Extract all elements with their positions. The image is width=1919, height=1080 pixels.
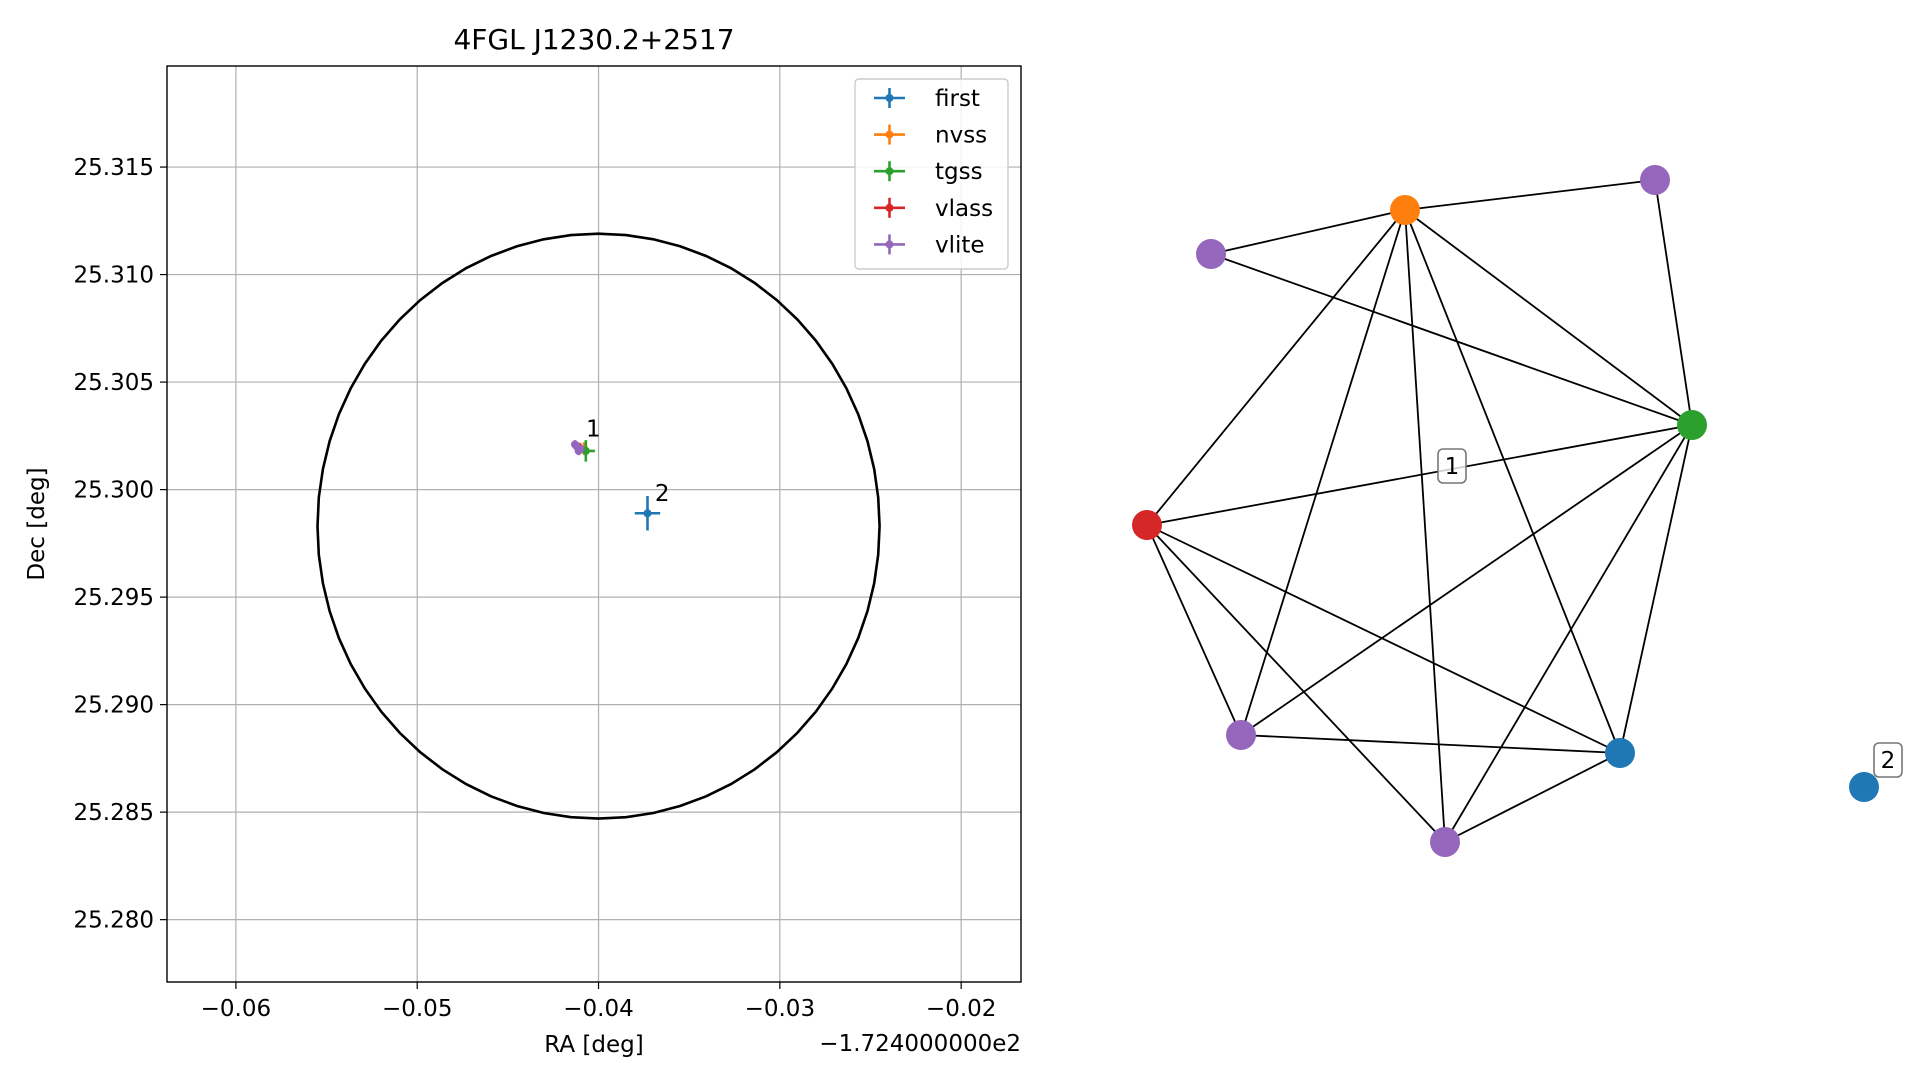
y-tick-label: 25.305 bbox=[74, 370, 154, 396]
axis-ticks-layer: −0.06 −0.05 −0.04 −0.03 −0.02 25.280 25.285 25.… bbox=[74, 155, 997, 1022]
legend-marker-dot bbox=[885, 240, 894, 249]
graph-edge bbox=[1444, 424, 1693, 843]
localization-circle bbox=[316, 232, 881, 820]
cluster-label-box bbox=[1873, 742, 1903, 778]
graph-edge bbox=[1210, 209, 1406, 255]
data-point-vlite bbox=[576, 444, 585, 454]
graph-edge bbox=[1654, 179, 1693, 426]
cluster-label: 2 bbox=[1873, 742, 1903, 778]
graph-node bbox=[1132, 510, 1162, 540]
graph-node bbox=[1677, 410, 1707, 440]
legend-item-nvss: nvss bbox=[874, 123, 987, 149]
legend-label: vlass bbox=[935, 196, 993, 222]
cluster-label-text: 2 bbox=[1881, 748, 1896, 774]
graph-node bbox=[1605, 738, 1635, 768]
point-annotation: 2 bbox=[655, 481, 670, 507]
legend-item-vlite: vlite bbox=[874, 232, 985, 258]
x-axis-offset-text: −1.724000000e2 bbox=[819, 1031, 1021, 1057]
legend-item-tgss: tgss bbox=[874, 159, 983, 185]
graph-node bbox=[1196, 239, 1226, 269]
graph-edge bbox=[1210, 253, 1693, 426]
graph-edge bbox=[1146, 524, 1446, 843]
cluster-label-text: 1 bbox=[1445, 454, 1460, 480]
x-tick-label: −0.03 bbox=[745, 996, 815, 1022]
grid-lines bbox=[167, 66, 1021, 982]
cluster-label-box bbox=[1437, 448, 1467, 484]
cluster-labels-layer: 12 bbox=[1437, 448, 1903, 778]
graph-edge bbox=[1404, 179, 1656, 211]
cluster-label: 1 bbox=[1437, 448, 1467, 484]
graph-node bbox=[1849, 772, 1879, 802]
y-tick-label: 25.310 bbox=[74, 263, 154, 289]
graph-edge bbox=[1444, 752, 1621, 843]
y-tick-label: 25.280 bbox=[74, 908, 154, 934]
legend: first nvss tgss vlass vlite bbox=[854, 78, 1009, 270]
legend-frame bbox=[854, 78, 1009, 270]
y-axis-label: Dec [deg] bbox=[24, 467, 50, 580]
graph-edge bbox=[1619, 424, 1693, 754]
graph-edge bbox=[1240, 424, 1693, 736]
graph-edge bbox=[1146, 524, 1621, 754]
legend-label: tgss bbox=[935, 159, 983, 185]
data-points-layer bbox=[570, 440, 661, 531]
graph-edge bbox=[1404, 209, 1446, 843]
sky-position-plot: 12 −0.06 −0.05 −0.04 −0.03 −0.0225.28025.285… bbox=[24, 23, 1022, 1058]
graph-edge bbox=[1404, 209, 1621, 754]
graph-nodes-layer bbox=[1132, 165, 1879, 857]
legend-items: first nvss tgss vlass vlite bbox=[874, 86, 993, 258]
chart-title: 4FGL J1230.2+2517 bbox=[453, 23, 734, 56]
legend-marker-dot bbox=[885, 167, 894, 176]
data-point-first bbox=[634, 496, 661, 531]
plot-frame bbox=[166, 65, 1022, 983]
x-tick-label: −0.02 bbox=[926, 996, 996, 1022]
graph-node bbox=[1390, 195, 1420, 225]
x-tick-label: −0.04 bbox=[563, 996, 633, 1022]
x-tick-label: −0.05 bbox=[382, 996, 452, 1022]
y-tick-label: 25.285 bbox=[74, 800, 154, 826]
association-graph: 12 bbox=[1132, 165, 1903, 857]
graph-edge bbox=[1146, 424, 1693, 526]
graph-node bbox=[1226, 720, 1256, 750]
point-marker bbox=[576, 444, 585, 453]
legend-label: first bbox=[935, 86, 980, 112]
localization-circle-layer bbox=[316, 232, 881, 820]
graph-edge bbox=[1146, 209, 1406, 526]
graph-edges-layer bbox=[1146, 179, 1693, 843]
y-tick-label: 25.290 bbox=[74, 693, 154, 719]
legend-marker-dot bbox=[885, 203, 894, 212]
point-marker bbox=[643, 509, 652, 518]
legend-marker-dot bbox=[885, 130, 894, 139]
legend-item-vlass: vlass bbox=[874, 196, 993, 222]
graph-edge bbox=[1404, 209, 1693, 426]
graph-node bbox=[1430, 827, 1460, 857]
point-annotation: 1 bbox=[586, 416, 601, 442]
graph-edge bbox=[1146, 524, 1242, 736]
y-tick-label: 25.315 bbox=[74, 155, 154, 181]
graph-edge bbox=[1240, 734, 1621, 754]
legend-label: nvss bbox=[935, 123, 987, 149]
graph-edge bbox=[1240, 209, 1406, 736]
point-annotations-layer: 12 bbox=[586, 416, 670, 507]
graph-node bbox=[1640, 165, 1670, 195]
legend-item-first: first bbox=[874, 86, 980, 112]
legend-marker-dot bbox=[885, 94, 894, 102]
y-tick-label: 25.295 bbox=[74, 585, 154, 611]
y-tick-label: 25.300 bbox=[74, 478, 154, 504]
x-axis-label: RA [deg] bbox=[544, 1032, 643, 1058]
x-tick-label: −0.06 bbox=[201, 996, 271, 1022]
legend-label: vlite bbox=[935, 232, 985, 258]
